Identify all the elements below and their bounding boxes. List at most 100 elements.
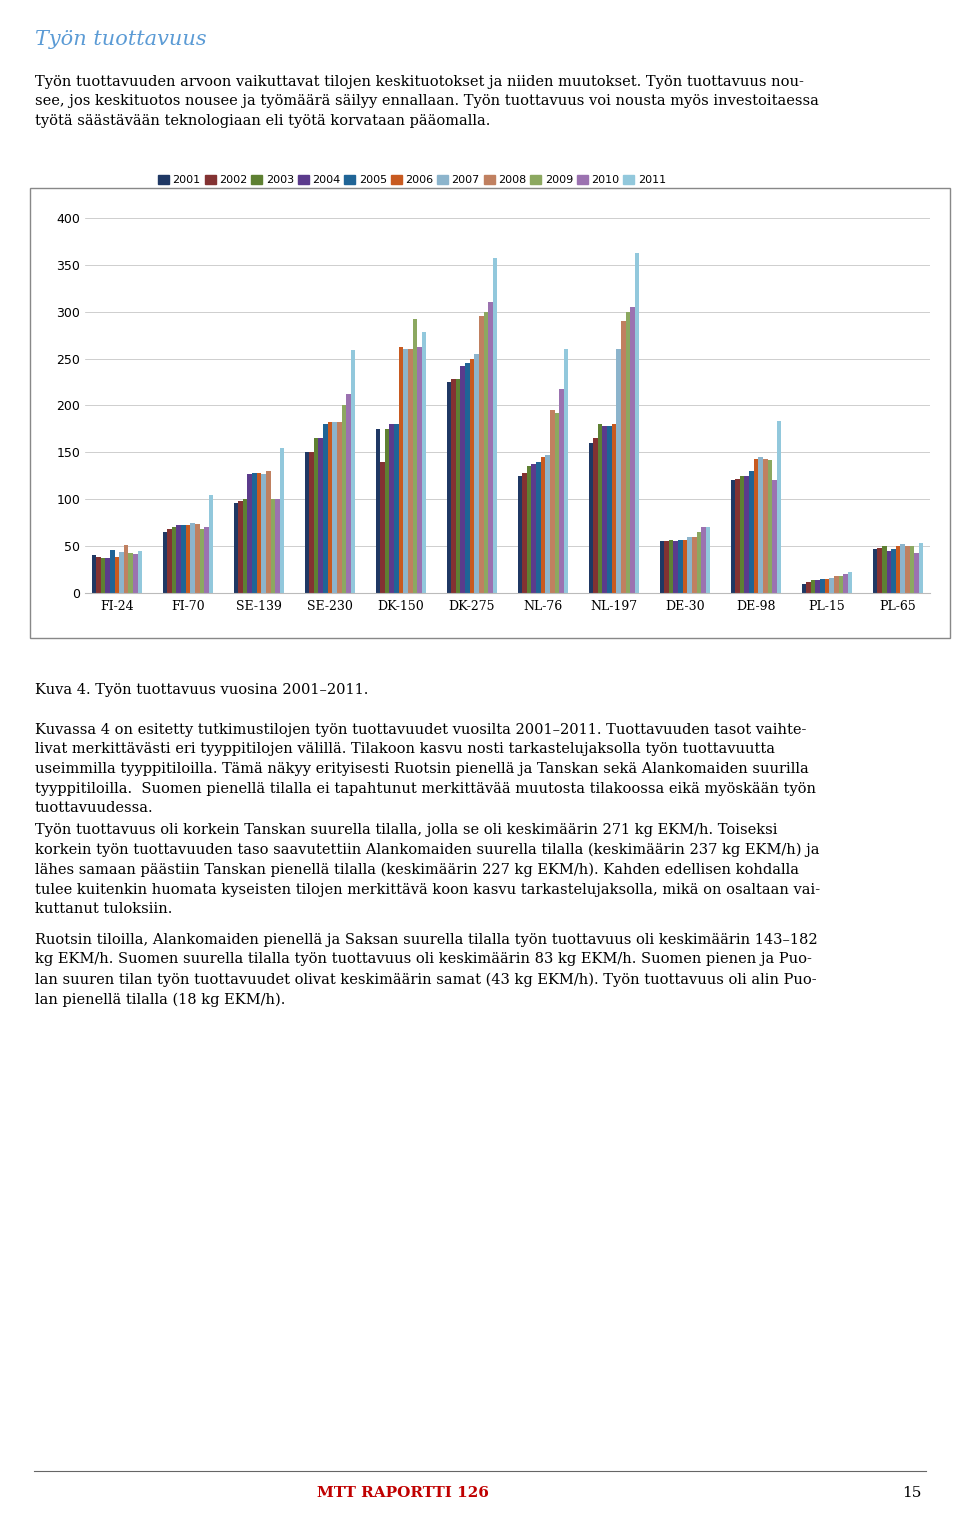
Bar <box>327 423 332 593</box>
Bar <box>403 350 408 593</box>
Bar <box>896 546 900 593</box>
Bar <box>900 545 905 593</box>
Bar <box>603 426 607 593</box>
Bar <box>877 548 882 593</box>
Bar <box>678 540 683 593</box>
Bar <box>114 557 119 593</box>
Bar <box>848 572 852 593</box>
Bar <box>195 523 200 593</box>
Bar <box>385 429 390 593</box>
Bar <box>811 580 815 593</box>
Bar <box>763 459 768 593</box>
Bar <box>177 525 181 593</box>
Bar <box>731 481 735 593</box>
Bar <box>398 347 403 593</box>
Bar <box>190 523 195 593</box>
Bar <box>421 333 426 593</box>
Bar <box>488 303 492 593</box>
Bar <box>909 546 914 593</box>
Bar <box>564 350 568 593</box>
Bar <box>271 499 276 593</box>
Bar <box>119 552 124 593</box>
Bar <box>469 359 474 593</box>
Bar <box>697 532 701 593</box>
Bar <box>474 354 479 593</box>
Bar <box>129 552 133 593</box>
Bar <box>612 424 616 593</box>
Bar <box>172 528 177 593</box>
Bar <box>735 479 740 593</box>
Bar <box>276 499 279 593</box>
Bar <box>133 554 137 593</box>
Bar <box>692 537 697 593</box>
Bar <box>418 347 421 593</box>
Bar <box>204 528 208 593</box>
Bar <box>607 426 612 593</box>
Bar <box>390 424 394 593</box>
Bar <box>754 459 758 593</box>
Bar <box>309 452 314 593</box>
Bar <box>106 558 110 593</box>
Bar <box>593 438 598 593</box>
Bar <box>772 481 777 593</box>
Bar <box>304 452 309 593</box>
Bar <box>200 529 204 593</box>
Bar <box>208 496 213 593</box>
Bar <box>461 367 465 593</box>
Text: Työn tuottavuus oli korkein Tanskan suurella tilalla, jolla se oli keskimäärin 2: Työn tuottavuus oli korkein Tanskan suur… <box>35 823 820 916</box>
Bar <box>745 476 749 593</box>
Bar <box>233 503 238 593</box>
Bar <box>683 540 687 593</box>
Bar <box>261 475 266 593</box>
Bar <box>101 558 106 593</box>
Bar <box>517 476 522 593</box>
Bar <box>413 319 418 593</box>
Bar <box>740 476 745 593</box>
Bar <box>701 528 706 593</box>
Bar <box>96 557 101 593</box>
Bar <box>347 394 350 593</box>
Bar <box>829 578 834 593</box>
Bar <box>616 350 621 593</box>
Bar <box>886 551 891 593</box>
Bar <box>279 447 284 593</box>
Bar <box>484 312 488 593</box>
FancyBboxPatch shape <box>30 189 950 637</box>
Bar <box>839 576 843 593</box>
Bar <box>626 312 630 593</box>
Bar <box>479 316 484 593</box>
Bar <box>456 379 461 593</box>
Bar <box>843 575 848 593</box>
Bar <box>451 379 456 593</box>
Bar <box>337 423 342 593</box>
Bar <box>465 364 469 593</box>
Bar <box>527 467 532 593</box>
Bar <box>820 580 825 593</box>
Bar <box>256 473 261 593</box>
Bar <box>919 543 924 593</box>
Bar <box>167 529 172 593</box>
Bar <box>806 581 811 593</box>
Bar <box>777 421 781 593</box>
Bar <box>492 259 497 593</box>
Bar <box>815 580 820 593</box>
Bar <box>891 549 896 593</box>
Bar <box>238 500 243 593</box>
Text: Ruotsin tiloilla, Alankomaiden pienellä ja Saksan suurella tilalla työn tuottavu: Ruotsin tiloilla, Alankomaiden pienellä … <box>35 932 818 1007</box>
Bar <box>332 423 337 593</box>
Bar <box>834 576 839 593</box>
Bar <box>621 321 626 593</box>
Bar <box>162 532 167 593</box>
Bar <box>749 472 754 593</box>
Text: Työn tuottavuus: Työn tuottavuus <box>35 30 206 49</box>
Bar <box>532 464 536 593</box>
Bar <box>248 475 252 593</box>
Text: Kuvassa 4 on esitetty tutkimustilojen työn tuottavuudet vuosilta 2001–2011. Tuot: Kuvassa 4 on esitetty tutkimustilojen ty… <box>35 722 816 815</box>
Bar <box>905 546 909 593</box>
Bar <box>559 389 564 593</box>
Bar <box>669 540 674 593</box>
Bar <box>588 443 593 593</box>
Bar <box>342 406 347 593</box>
Bar <box>522 473 527 593</box>
Bar <box>635 252 639 593</box>
